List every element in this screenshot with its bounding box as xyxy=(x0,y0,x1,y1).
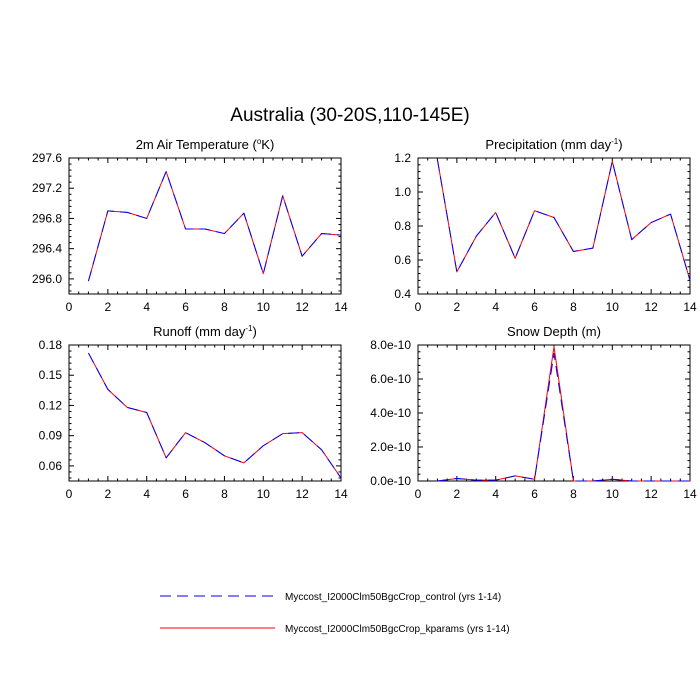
x-tick-label: 12 xyxy=(644,300,658,314)
y-tick-label: 0.4 xyxy=(394,287,411,301)
x-tick-label: 14 xyxy=(683,487,697,501)
y-tick-label: 296.4 xyxy=(32,242,62,256)
y-tick-label: 296.0 xyxy=(32,272,62,286)
x-tick-label: 14 xyxy=(683,300,697,314)
y-tick-label: 0.15 xyxy=(39,368,63,382)
panel-title-precipitation: Precipitation (mm day-1) xyxy=(485,137,622,152)
x-tick-label: 10 xyxy=(257,487,271,501)
x-tick-label: 0 xyxy=(415,487,422,501)
y-tick-label: 0.6 xyxy=(394,253,411,267)
legend: Myccost_I2000Clm50BgcCrop_control (yrs 1… xyxy=(160,592,510,635)
x-tick-label: 12 xyxy=(295,487,309,501)
y-tick-label: 6.0e-10 xyxy=(370,372,411,386)
x-tick-label: 4 xyxy=(143,300,150,314)
x-tick-label: 0 xyxy=(66,300,73,314)
y-tick-label: 1.0 xyxy=(394,185,411,199)
y-tick-label: 0.0e-10 xyxy=(370,474,411,488)
x-tick-label: 6 xyxy=(531,487,538,501)
plot-frame-temperature xyxy=(68,157,342,295)
series-line-control-runoff xyxy=(87,352,342,479)
series-line-kparams-runoff xyxy=(87,352,342,479)
y-tick-label: 1.2 xyxy=(394,151,411,165)
y-tick-label: 296.8 xyxy=(32,211,62,225)
series-line-control-precipitation xyxy=(436,159,691,281)
y-tick-label: 297.6 xyxy=(32,151,62,165)
x-tick-label: 8 xyxy=(221,300,228,314)
panel-precipitation: Precipitation (mm day-1) 0 2 4 6 8 10 12 14 0.4 0.… xyxy=(394,137,697,314)
x-tick-label: 0 xyxy=(415,300,422,314)
x-tick-label: 8 xyxy=(570,487,577,501)
y-tick-label: 0.12 xyxy=(39,398,63,412)
legend-label-kparams: Myccost_I2000Clm50BgcCrop_kparams (yrs 1… xyxy=(285,624,510,635)
x-tick-label: 2 xyxy=(454,487,461,501)
x-tick-label: 10 xyxy=(257,300,271,314)
x-tick-label: 6 xyxy=(531,300,538,314)
x-tick-label: 10 xyxy=(606,487,620,501)
x-tick-label: 2 xyxy=(105,300,112,314)
plot-frame-runoff xyxy=(68,344,342,482)
panel-title-temperature: 2m Air Temperature (oK) xyxy=(136,137,275,152)
series-line-kparams-precipitation xyxy=(436,159,691,281)
y-tick-label: 0.18 xyxy=(39,338,63,352)
y-tick-label: 297.2 xyxy=(32,181,62,195)
panel-snow-depth: Snow Depth (m) 0 2 4 6 8 10 12 14 0.0e-10 2.0e-10 4… xyxy=(370,324,697,501)
x-tick-label: 8 xyxy=(221,487,228,501)
figure-title: Australia (30-20S,110-145E) xyxy=(230,105,469,126)
series-line-control-snow-depth xyxy=(437,353,690,482)
y-tick-label: 0.8 xyxy=(394,219,411,233)
y-tick-label: 0.09 xyxy=(39,429,63,443)
x-tick-label: 6 xyxy=(182,300,189,314)
x-tick-label: 6 xyxy=(182,487,189,501)
x-tick-label: 12 xyxy=(295,300,309,314)
series-line-kparams-snow-depth xyxy=(437,346,690,482)
x-tick-label: 4 xyxy=(143,487,150,501)
plot-frame-snow-depth xyxy=(417,344,691,482)
series-line-kparams-temperature xyxy=(87,171,342,282)
x-tick-label: 4 xyxy=(492,487,499,501)
panel-title-runoff: Runoff (mm day-1) xyxy=(153,324,257,339)
x-tick-label: 0 xyxy=(66,487,73,501)
x-tick-label: 2 xyxy=(105,487,112,501)
panel-temperature: 2m Air Temperature (oK) 0 2 4 6 8 10 12 14 296.0 2… xyxy=(32,137,348,314)
series-line-control-temperature xyxy=(87,171,342,282)
y-tick-label: 8.0e-10 xyxy=(370,338,411,352)
x-tick-label: 14 xyxy=(334,300,348,314)
x-tick-label: 10 xyxy=(606,300,620,314)
x-tick-label: 12 xyxy=(644,487,658,501)
x-tick-label: 8 xyxy=(570,300,577,314)
y-tick-label: 4.0e-10 xyxy=(370,406,411,420)
legend-label-control: Myccost_I2000Clm50BgcCrop_control (yrs 1… xyxy=(285,592,501,603)
x-tick-label: 4 xyxy=(492,300,499,314)
panel-title-snow-depth: Snow Depth (m) xyxy=(507,324,601,339)
plot-frame-precipitation xyxy=(417,157,691,295)
y-tick-label: 0.06 xyxy=(39,459,63,473)
panel-runoff: Runoff (mm day-1) 0 2 4 6 8 10 12 14 0.06 0.09 0.12… xyxy=(39,324,348,501)
x-tick-label: 14 xyxy=(334,487,348,501)
x-tick-label: 2 xyxy=(454,300,461,314)
y-tick-label: 2.0e-10 xyxy=(370,440,411,454)
